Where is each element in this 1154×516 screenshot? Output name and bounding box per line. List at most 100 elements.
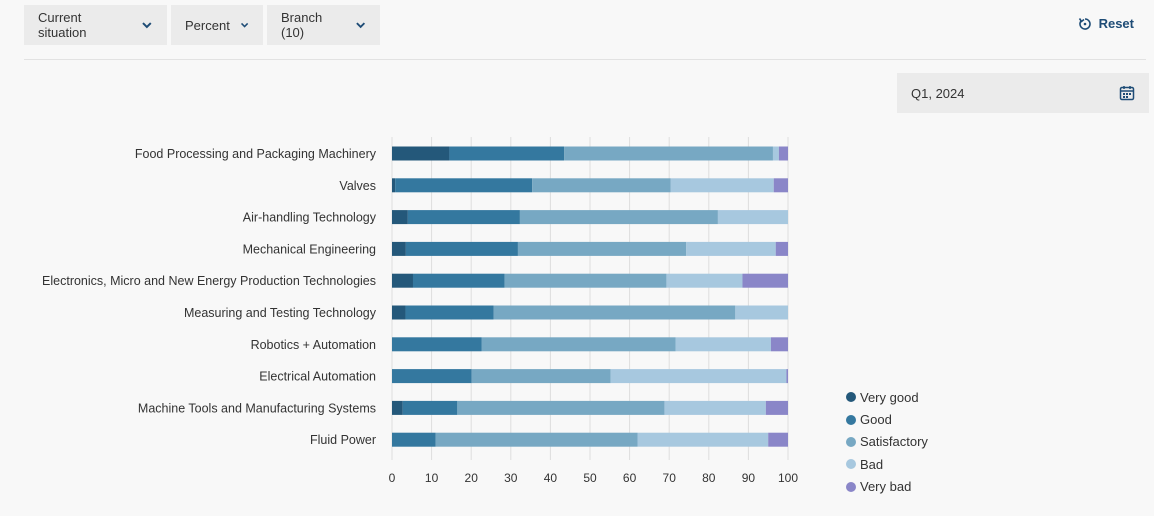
legend-swatch xyxy=(846,459,856,470)
x-tick-label: 100 xyxy=(778,471,798,485)
category-label: Air-handling Technology xyxy=(243,211,377,225)
bar-segment-very-bad xyxy=(778,146,788,161)
legend-label: Bad xyxy=(860,456,884,472)
bar-segment-very-bad xyxy=(770,337,788,352)
category-label: Valves xyxy=(339,179,376,193)
branch-dropdown[interactable]: Branch (10) xyxy=(267,5,380,45)
legend-swatch xyxy=(846,392,856,403)
bar-segment-very-good xyxy=(392,241,406,256)
x-tick-label: 0 xyxy=(389,471,396,485)
period-picker[interactable]: Q1, 2024 xyxy=(897,73,1149,113)
chevron-down-icon xyxy=(142,22,152,29)
bar-segment-good xyxy=(392,337,482,352)
legend-swatch xyxy=(846,436,856,447)
bar-segment-satisfactory xyxy=(517,241,687,256)
x-tick-label: 30 xyxy=(504,471,518,485)
category-label: Fluid Power xyxy=(310,433,376,447)
bar-segment-satisfactory xyxy=(481,337,676,352)
bar-segment-bad xyxy=(675,337,771,352)
category-label: Machine Tools and Manufacturing Systems xyxy=(138,401,376,415)
bar-segment-good xyxy=(412,273,505,288)
bar-segment-good xyxy=(392,432,436,447)
divider xyxy=(24,59,1146,60)
bar-segment-bad xyxy=(670,178,774,193)
x-tick-label: 20 xyxy=(465,471,479,485)
bar-segment-bad xyxy=(772,146,779,161)
bar-segment-very-good xyxy=(392,305,406,320)
bar-segment-bad xyxy=(664,400,766,415)
x-tick-label: 50 xyxy=(583,471,597,485)
bar-segment-very-bad xyxy=(765,400,788,415)
bar-segment-bad xyxy=(666,273,743,288)
reset-label: Reset xyxy=(1098,16,1134,31)
bar-segment-good xyxy=(395,178,533,193)
bar-segment-very-bad xyxy=(742,273,788,288)
bar-segment-very-good xyxy=(392,400,403,415)
bar-segment-satisfactory xyxy=(435,432,638,447)
bar-segment-good xyxy=(405,305,494,320)
x-tick-label: 70 xyxy=(663,471,677,485)
bar-segment-very-bad xyxy=(773,178,788,193)
x-tick-label: 40 xyxy=(544,471,558,485)
situation-dropdown-label: Current situation xyxy=(38,10,87,40)
unit-dropdown[interactable]: Percent xyxy=(171,5,263,45)
situation-dropdown[interactable]: Current situation xyxy=(24,5,167,45)
legend-label: Good xyxy=(860,412,892,428)
legend-item[interactable]: Very bad xyxy=(846,476,928,498)
category-label: Robotics + Automation xyxy=(251,338,376,352)
unit-dropdown-label: Percent xyxy=(185,17,230,33)
x-tick-label: 90 xyxy=(742,471,756,485)
bar-segment-very-bad xyxy=(768,432,788,447)
x-tick-label: 10 xyxy=(425,471,439,485)
bar-segment-satisfactory xyxy=(532,178,671,193)
category-label: Electronics, Micro and New Energy Produc… xyxy=(42,274,376,288)
bar-segment-bad xyxy=(686,241,776,256)
legend-item[interactable]: Good xyxy=(846,408,928,430)
bar-segment-good xyxy=(405,241,518,256)
bar-segment-very-good xyxy=(392,273,413,288)
bar-segment-satisfactory xyxy=(493,305,736,320)
legend-label: Very good xyxy=(860,389,919,405)
chart-legend: Very good Good Satisfactory Bad Very bad xyxy=(846,386,928,498)
legend-item[interactable]: Very good xyxy=(846,386,928,408)
bar-segment-satisfactory xyxy=(519,210,718,225)
calendar-icon xyxy=(1119,86,1135,101)
category-label: Food Processing and Packaging Machinery xyxy=(135,147,377,161)
period-value: Q1, 2024 xyxy=(911,85,965,101)
bar-segment-bad xyxy=(610,369,787,384)
bar-segment-good xyxy=(402,400,458,415)
branch-dropdown-label: Branch (10) xyxy=(281,10,323,40)
legend-swatch xyxy=(846,481,856,492)
legend-swatch xyxy=(846,414,856,425)
reset-button[interactable]: Reset xyxy=(1078,16,1134,31)
bar-segment-satisfactory xyxy=(564,146,773,161)
chevron-down-icon xyxy=(355,22,365,29)
category-label: Measuring and Testing Technology xyxy=(184,306,377,320)
bar-segment-satisfactory xyxy=(504,273,667,288)
bar-segment-bad xyxy=(637,432,769,447)
chevron-down-icon xyxy=(240,22,249,28)
legend-label: Very bad xyxy=(860,479,912,495)
bar-segment-very-good xyxy=(392,146,450,161)
bar-segment-bad xyxy=(735,305,788,320)
filter-toolbar: Current situation Percent Branch (10) xyxy=(24,5,380,45)
legend-item[interactable]: Bad xyxy=(846,453,928,475)
bar-segment-good xyxy=(449,146,565,161)
bar-segment-very-bad xyxy=(786,369,788,384)
reset-icon xyxy=(1078,17,1091,30)
category-label: Electrical Automation xyxy=(259,370,376,384)
bar-segment-very-bad xyxy=(775,241,788,256)
legend-item[interactable]: Satisfactory xyxy=(846,431,928,453)
bar-segment-good xyxy=(392,369,472,384)
bar-segment-very-good xyxy=(392,178,396,193)
x-tick-label: 80 xyxy=(702,471,716,485)
bar-segment-satisfactory xyxy=(471,369,611,384)
bar-segment-satisfactory xyxy=(457,400,665,415)
legend-label: Satisfactory xyxy=(860,434,928,450)
bar-segment-bad xyxy=(717,210,788,225)
category-label: Mechanical Engineering xyxy=(243,242,376,256)
bar-segment-good xyxy=(407,210,520,225)
bar-segment-very-good xyxy=(392,210,408,225)
x-tick-label: 60 xyxy=(623,471,637,485)
